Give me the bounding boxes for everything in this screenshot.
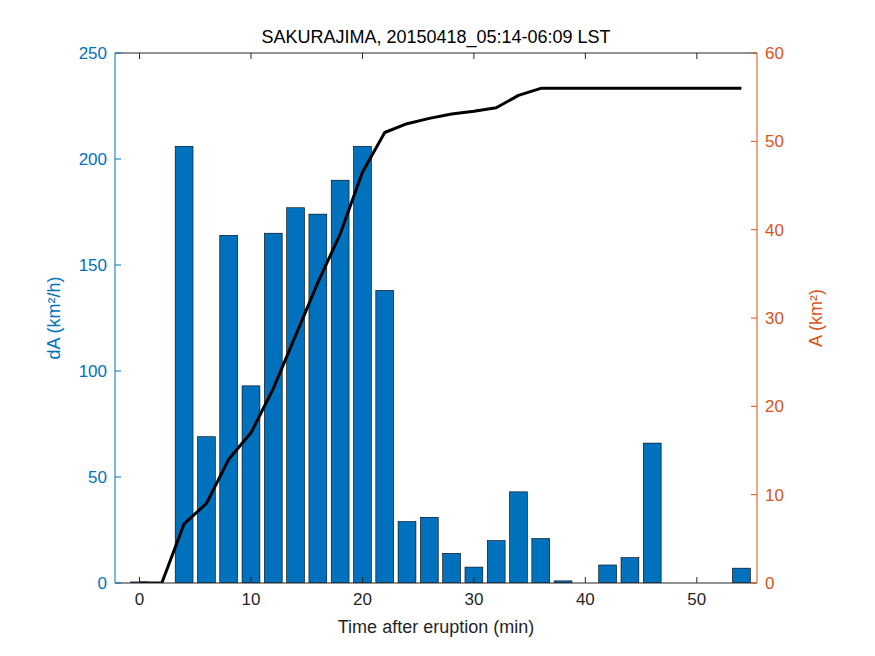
x-tick-label: 10 [242,590,261,609]
plot-area [115,53,757,583]
y-tick-label: 0 [98,574,107,593]
line [140,88,742,583]
x-tick-label: 0 [135,590,144,609]
y2-tick [751,141,757,142]
x-tick [473,577,474,583]
bar [376,290,394,583]
x-tick-top [585,53,586,59]
y2-tick [751,318,757,319]
y2-tick-label: 40 [765,221,784,240]
x-tick-top [362,53,363,59]
y2-tick [751,53,757,54]
bar [354,146,372,583]
title: SAKURAJIMA, 20150418_05:14-06:09 LST [261,27,610,48]
y2-label: A (km²) [806,289,826,347]
bar [331,180,349,583]
y-label: dA (km²/h) [44,276,64,359]
bar [532,538,550,583]
bar [287,208,305,583]
y2-tick-label: 30 [765,309,784,328]
y-tick-label: 200 [79,150,107,169]
bar [599,565,617,583]
y-tick [115,159,121,160]
y2-tick-label: 20 [765,397,784,416]
x-tick [139,577,140,583]
bar [443,553,461,583]
y2-tick [751,494,757,495]
frame-top [115,53,757,54]
bar [732,568,750,583]
y2-tick [751,406,757,407]
x-tick-top [250,53,251,59]
y-tick-label: 150 [79,256,107,275]
bar [487,541,505,583]
bar [465,567,483,583]
x-tick-label: 30 [464,590,483,609]
chart: 0 10 20 30 40 50 0 50 100 150 200 250 0 10 20 30 40 50 60 S… [0,0,875,656]
x-tick-top [139,53,140,59]
x-label: Time after eruption (min) [338,617,534,637]
y-tick [115,53,121,54]
x-tick-label: 40 [576,590,595,609]
y2-tick-label: 0 [765,574,774,593]
y-tick-label: 100 [79,362,107,381]
y2-tick [751,583,757,584]
bar [398,522,416,583]
x-tick [362,577,363,583]
y2-tick-label: 60 [765,44,784,63]
x-tick-top [696,53,697,59]
x-tick-label: 50 [687,590,706,609]
x-tick [250,577,251,583]
y-tick [115,371,121,372]
y-tick-label: 50 [88,468,107,487]
y-tick-label: 250 [79,44,107,63]
y-tick [115,583,121,584]
bar [621,558,639,583]
x-tick-top [473,53,474,59]
y2-tick [751,229,757,230]
x-tick [585,577,586,583]
bar [220,235,238,583]
y2-tick-label: 50 [765,132,784,151]
x-tick-label: 20 [353,590,372,609]
y-tick [115,477,121,478]
bar [420,517,438,583]
bar [510,492,528,583]
x-tick [696,577,697,583]
bar [242,386,260,583]
data-group [131,88,751,583]
bar [643,443,661,583]
bar [264,233,282,583]
y2-tick-label: 10 [765,486,784,505]
x-axis [115,583,757,584]
y-axis [115,53,116,583]
y-tick [115,265,121,266]
